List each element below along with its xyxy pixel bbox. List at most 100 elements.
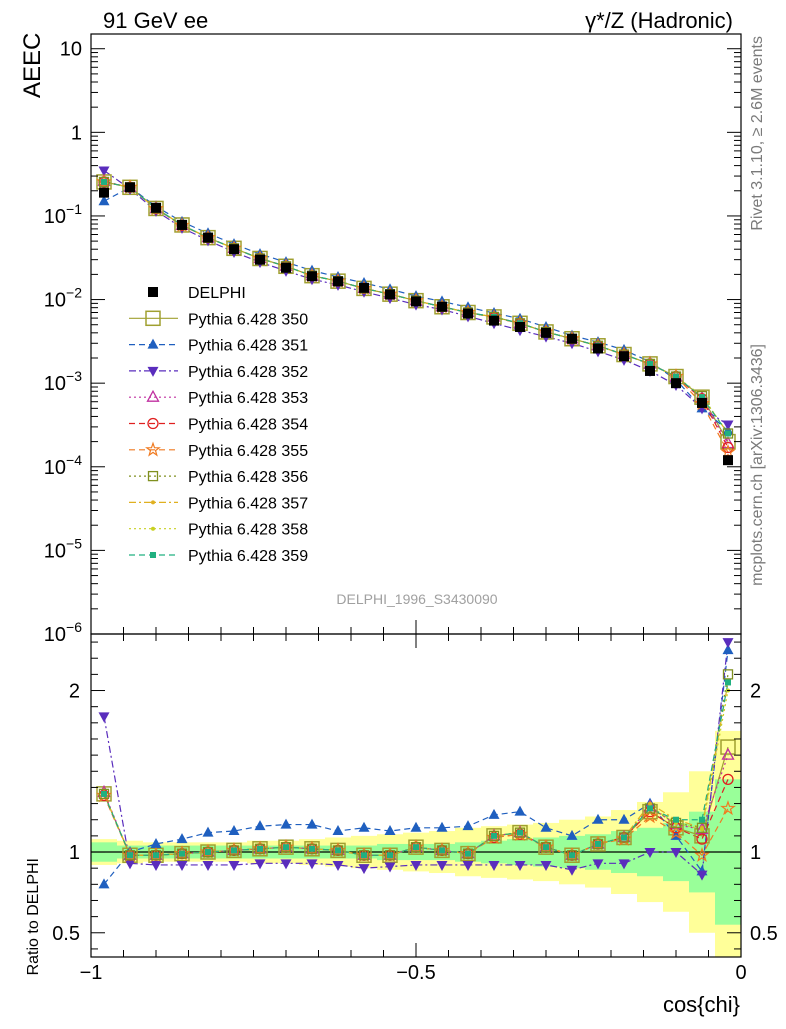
header-left: 91 GeV ee — [103, 8, 208, 33]
ratio-point-1-4 — [202, 826, 214, 837]
y-tick-label: 10−2 — [44, 285, 82, 312]
ratio-point-2-11 — [384, 862, 396, 873]
ratio-point-8-23 — [700, 827, 704, 832]
ratio-point-9-22 — [673, 816, 679, 823]
ratio-point-3-24 — [721, 747, 735, 760]
ratio-point-2-6 — [254, 859, 266, 870]
ratio-point-9-21 — [647, 805, 653, 812]
data-point-0-22 — [671, 378, 681, 389]
ratio-point-6-0 — [98, 788, 110, 800]
ratio-point-9-14 — [465, 850, 471, 857]
legend-entry-7: Pythia 6.428 356 — [129, 469, 308, 486]
rivet-label: Rivet 3.1.10, ≥ 2.6M events — [749, 36, 766, 231]
ratio-point-9-12 — [413, 844, 419, 851]
ratio-point-6-15 — [488, 830, 500, 842]
header-right: γ*/Z (Hadronic) — [585, 8, 733, 33]
ratio-point-6-5 — [228, 845, 240, 856]
ratio-point-9-15 — [491, 832, 497, 839]
data-point-0-11 — [385, 289, 395, 300]
y-axis-label: AEEC — [19, 33, 46, 98]
ratio-point-2-1 — [124, 859, 136, 870]
ratio-point-9-19 — [595, 840, 601, 847]
legend-label: Pythia 6.428 352 — [188, 364, 308, 381]
data-point-7-24 — [722, 428, 734, 439]
y-tick-label: 10−1 — [44, 201, 82, 228]
ratio-point-5-24 — [720, 800, 736, 816]
ratio-point-1-11 — [384, 825, 396, 836]
ratio-point-6-19 — [592, 838, 604, 850]
data-point-0-2 — [151, 202, 161, 213]
data-point-3-24 — [722, 420, 734, 431]
legend-label: Pythia 6.428 354 — [188, 417, 308, 434]
legend-entry-8: Pythia 6.428 357 — [129, 495, 308, 512]
y-tick-label: 10−5 — [44, 535, 82, 562]
ratio-point-1-2 — [150, 837, 162, 848]
legend-marker — [146, 389, 160, 402]
ratio-point-9-11 — [387, 852, 393, 859]
legend-entry-9: Pythia 6.428 358 — [129, 522, 308, 539]
x-tick-label: 0 — [735, 962, 746, 984]
ratio-point-9-24 — [725, 679, 731, 686]
ratio-point-1-17 — [540, 821, 552, 832]
ratio-point-9-7 — [283, 844, 289, 851]
legend-label: Pythia 6.428 350 — [188, 311, 308, 328]
ratio-point-6-23 — [696, 822, 708, 833]
ratio-point-2-0 — [98, 712, 110, 723]
ratio-point-2-19 — [592, 859, 604, 870]
ratio-point-1-19 — [592, 813, 604, 824]
ratio-point-9-2 — [153, 852, 159, 859]
ratio-point-6-14 — [462, 848, 474, 859]
ratio-y-tick-label: 0.5 — [52, 923, 80, 945]
data-point-7-0 — [98, 176, 110, 188]
legend-marker — [148, 287, 158, 297]
ratio-point-1-13 — [436, 821, 448, 832]
data-point-0-21 — [645, 365, 655, 376]
legend-marker — [150, 552, 156, 558]
y-tick-label: 10−3 — [44, 368, 82, 395]
ratio-point-1-9 — [332, 825, 344, 836]
ratio-point-2-15 — [488, 860, 500, 871]
ratio-point-9-23 — [699, 816, 705, 823]
legend-marker — [147, 338, 159, 349]
ratio-point-2-14 — [462, 860, 474, 871]
legend-entry-1: Pythia 6.428 350 — [129, 310, 308, 328]
ratio-point-2-17 — [540, 860, 552, 871]
ratio-point-1-18 — [566, 829, 578, 840]
ratio-point-6-8 — [306, 843, 318, 854]
data-point-0-1 — [125, 182, 135, 193]
data-point-2-0 — [98, 195, 110, 206]
ratio-y-tick-label: 2 — [69, 681, 80, 703]
ratio-point-9-17 — [543, 844, 549, 851]
data-point-0-16 — [515, 321, 525, 332]
ratio-point-9-16 — [517, 829, 523, 836]
x-tick-label: −1 — [80, 962, 103, 984]
legend-marker — [147, 417, 159, 430]
ratio-point-7-21 — [648, 801, 652, 806]
ratio-point-2-23 — [696, 870, 708, 881]
legend-label: DELPHI — [188, 285, 246, 302]
ratio-point-2-8 — [306, 859, 318, 870]
ratio-point-1-3 — [176, 833, 188, 844]
analysis-watermark: DELPHI_1996_S3430090 — [336, 591, 497, 607]
data-point-0-0 — [99, 187, 109, 198]
ratio-point-2-13 — [436, 860, 448, 871]
ratio-point-6-13 — [436, 845, 448, 856]
data-point-3-0 — [98, 166, 110, 177]
data-point-0-12 — [411, 296, 421, 307]
ratio-plot-frame — [90, 633, 742, 958]
data-point-0-23 — [697, 397, 707, 408]
legend-label: Pythia 6.428 353 — [188, 390, 308, 407]
ratio-point-1-5 — [228, 825, 240, 836]
ratio-point-1-20 — [618, 813, 630, 824]
legend-label: Pythia 6.428 358 — [188, 522, 308, 539]
ratio-point-2-20 — [618, 859, 630, 870]
legend-entry-6: Pythia 6.428 355 — [129, 441, 308, 460]
ratio-point-2-16 — [514, 860, 526, 871]
data-point-0-14 — [463, 308, 473, 319]
ratio-point-9-8 — [309, 845, 315, 852]
data-point-0-3 — [177, 219, 187, 230]
x-tick-label: −0.5 — [396, 962, 435, 984]
ratio-point-2-22 — [670, 848, 682, 859]
data-point-0-7 — [281, 262, 291, 273]
ratio-point-9-18 — [569, 852, 575, 859]
